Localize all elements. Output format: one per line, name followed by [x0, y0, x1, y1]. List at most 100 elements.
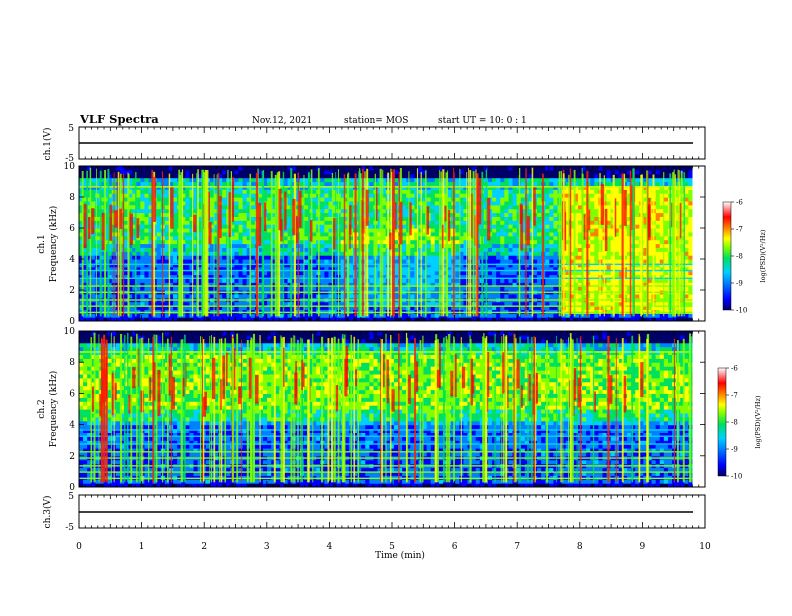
- spectrogram-cell: [553, 271, 558, 275]
- spectrogram-cell: [402, 228, 407, 232]
- spectrogram-cell: [402, 247, 407, 251]
- spectrogram-cell: [455, 286, 460, 290]
- spectrogram-cell: [324, 197, 329, 201]
- spectrogram-cell: [91, 201, 96, 205]
- spectrogram-cell: [553, 251, 558, 255]
- spectrogram-cell: [508, 302, 513, 306]
- spectrogram-cell: [136, 302, 141, 306]
- spectrogram-cell: [488, 302, 493, 306]
- spectrogram-cell: [140, 236, 145, 240]
- spectrogram-cell: [513, 185, 518, 189]
- spectrogram-cell: [500, 201, 505, 205]
- spectrogram-cell: [427, 247, 432, 251]
- spectrogram-cell: [292, 166, 297, 170]
- spectrogram-cell: [320, 228, 325, 232]
- spectrogram-cell: [496, 185, 501, 189]
- spectrogram-cell: [144, 232, 149, 236]
- spectrogram-cell: [545, 205, 550, 209]
- spectrogram-cell: [431, 189, 436, 193]
- spectrogram-cell: [239, 251, 244, 255]
- spectrogram-cell: [508, 178, 513, 182]
- spectrogram-cell: [185, 166, 190, 170]
- spectrogram-cell: [99, 166, 104, 170]
- spectrogram-cell: [349, 182, 354, 186]
- spectrogram-cell: [91, 197, 96, 201]
- spectrogram-cell: [402, 263, 407, 267]
- spectrogram-cell: [435, 205, 440, 209]
- spectrogram-cell: [173, 178, 178, 182]
- spectrogram-cell: [435, 178, 440, 182]
- spectrogram-cell: [402, 251, 407, 255]
- spectrogram-cell: [373, 170, 378, 174]
- spectrogram-cell: [504, 224, 509, 228]
- spectrogram-cell: [320, 232, 325, 236]
- spectrogram-cell: [431, 216, 436, 220]
- spectrogram-cell: [402, 302, 407, 306]
- spectrogram-cell: [513, 174, 518, 178]
- spectrogram-cell: [545, 255, 550, 259]
- spectrogram-cell: [431, 228, 436, 232]
- spectrogram-cell: [549, 228, 554, 232]
- spectrogram-cell: [492, 236, 497, 240]
- spectrogram-cell: [500, 220, 505, 224]
- spectrogram-cell: [504, 244, 509, 248]
- spectrogram-cell: [545, 309, 550, 313]
- spectrogram-cell: [234, 189, 239, 193]
- spectrogram-cell: [300, 166, 305, 170]
- spectrogram-cell: [513, 209, 518, 213]
- spectrogram-cell: [304, 220, 309, 224]
- spectrogram-cell: [91, 313, 96, 317]
- spectrogram-cell: [537, 240, 542, 244]
- spectrogram-cell: [410, 313, 415, 317]
- spectrogram-cell: [549, 189, 554, 193]
- spectrogram-cell: [324, 220, 329, 224]
- spectrogram-cell: [414, 244, 419, 248]
- spectrogram-cell: [304, 224, 309, 228]
- spectrogram-cell: [95, 232, 100, 236]
- spectrogram-cell: [124, 166, 129, 170]
- spectrogram-cell: [410, 271, 415, 275]
- spectrogram-cell: [414, 259, 419, 263]
- spectrogram-cell: [239, 294, 244, 298]
- spectrogram-cell: [488, 313, 493, 317]
- spectrogram-cell: [549, 244, 554, 248]
- spectrogram-cell: [500, 232, 505, 236]
- spectrogram-cell: [239, 259, 244, 263]
- spectrogram-cell: [463, 224, 468, 228]
- spectrogram-cell: [189, 185, 194, 189]
- spectrogram-cell: [537, 174, 542, 178]
- spectrogram-cell: [185, 232, 190, 236]
- spectrogram-cell: [418, 166, 423, 170]
- spectrogram-cell: [513, 278, 518, 282]
- spectrogram-cell: [304, 236, 309, 240]
- spectrogram-cell: [533, 309, 538, 313]
- spectrogram-cell: [222, 189, 227, 193]
- spectrogram-cell: [513, 271, 518, 275]
- spectrogram-cell: [173, 185, 178, 189]
- spectrogram-cell: [234, 263, 239, 267]
- spectrogram-cell: [161, 309, 166, 313]
- spectrogram-cell: [533, 166, 538, 170]
- spectrogram-cell: [463, 170, 468, 174]
- spectrogram-cell: [414, 205, 419, 209]
- spectrogram-cell: [431, 263, 436, 267]
- spectrogram-cell: [91, 309, 96, 313]
- spectrogram-cell: [140, 232, 145, 236]
- spectrogram-cell: [369, 244, 374, 248]
- spectrogram-cell: [553, 182, 558, 186]
- spectrogram-cell: [222, 255, 227, 259]
- spectrogram-cell: [463, 201, 468, 205]
- spectrogram-cell: [513, 313, 518, 317]
- spectrogram-cell: [504, 216, 509, 220]
- spectrogram-cell: [463, 205, 468, 209]
- spectrogram-cell: [504, 309, 509, 313]
- spectrogram-cell: [226, 240, 231, 244]
- spectrogram-cell: [185, 205, 190, 209]
- spectrogram-cell: [222, 201, 227, 205]
- spectrogram-cell: [161, 302, 166, 306]
- spectrogram-cell: [406, 166, 411, 170]
- spectrogram-cell: [161, 197, 166, 201]
- spectrogram-cell: [537, 213, 542, 217]
- spectrogram-cell: [553, 224, 558, 228]
